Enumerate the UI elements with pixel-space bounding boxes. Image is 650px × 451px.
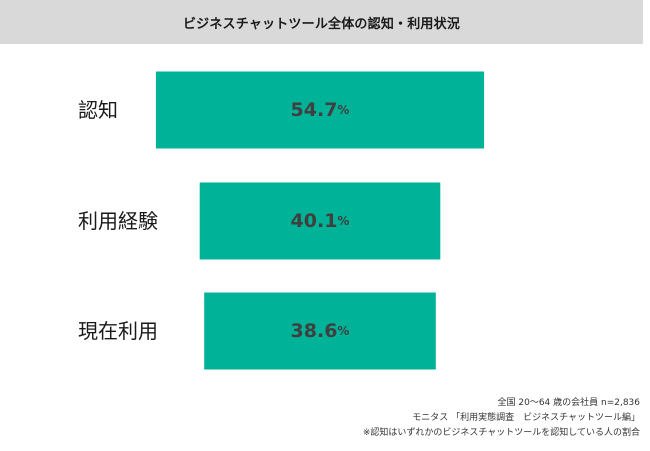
- chart-title-bar: ビジネスチャットツール全体の認知・利用状況: [0, 0, 643, 44]
- bar-group: 利用経験 40.1%: [78, 182, 441, 260]
- chart-notes: 全国 20～64 歳の会社員 n=2,836 モニタス 「利用実態調査 ビジネス…: [363, 396, 640, 441]
- category-label: 現在利用: [78, 319, 158, 343]
- bar-group: 認知 54.7%: [78, 71, 485, 149]
- footnote: ※認知はいずれかのビジネスチャットツールを認知している人の割合: [362, 428, 640, 438]
- category-label: 認知: [78, 98, 118, 122]
- bar: [199, 182, 441, 260]
- bar-chart: 認知 54.7% 利用経験 40.1% 現在利用 38.6%: [78, 71, 485, 370]
- data-label: 40.1%: [291, 210, 350, 232]
- bar: [204, 292, 436, 370]
- bar: [155, 71, 485, 149]
- bar-group: 現在利用 38.6%: [78, 292, 436, 370]
- chart-title: ビジネスチャットツール全体の認知・利用状況: [182, 16, 461, 32]
- sample-note: 全国 20～64 歳の会社員 n=2,836: [497, 398, 641, 408]
- data-label: 54.7%: [291, 99, 350, 121]
- source-note: モニタス 「利用実態調査 ビジネスチャットツール編」: [412, 413, 640, 423]
- data-label: 38.6%: [291, 320, 350, 342]
- category-label: 利用経験: [78, 209, 158, 233]
